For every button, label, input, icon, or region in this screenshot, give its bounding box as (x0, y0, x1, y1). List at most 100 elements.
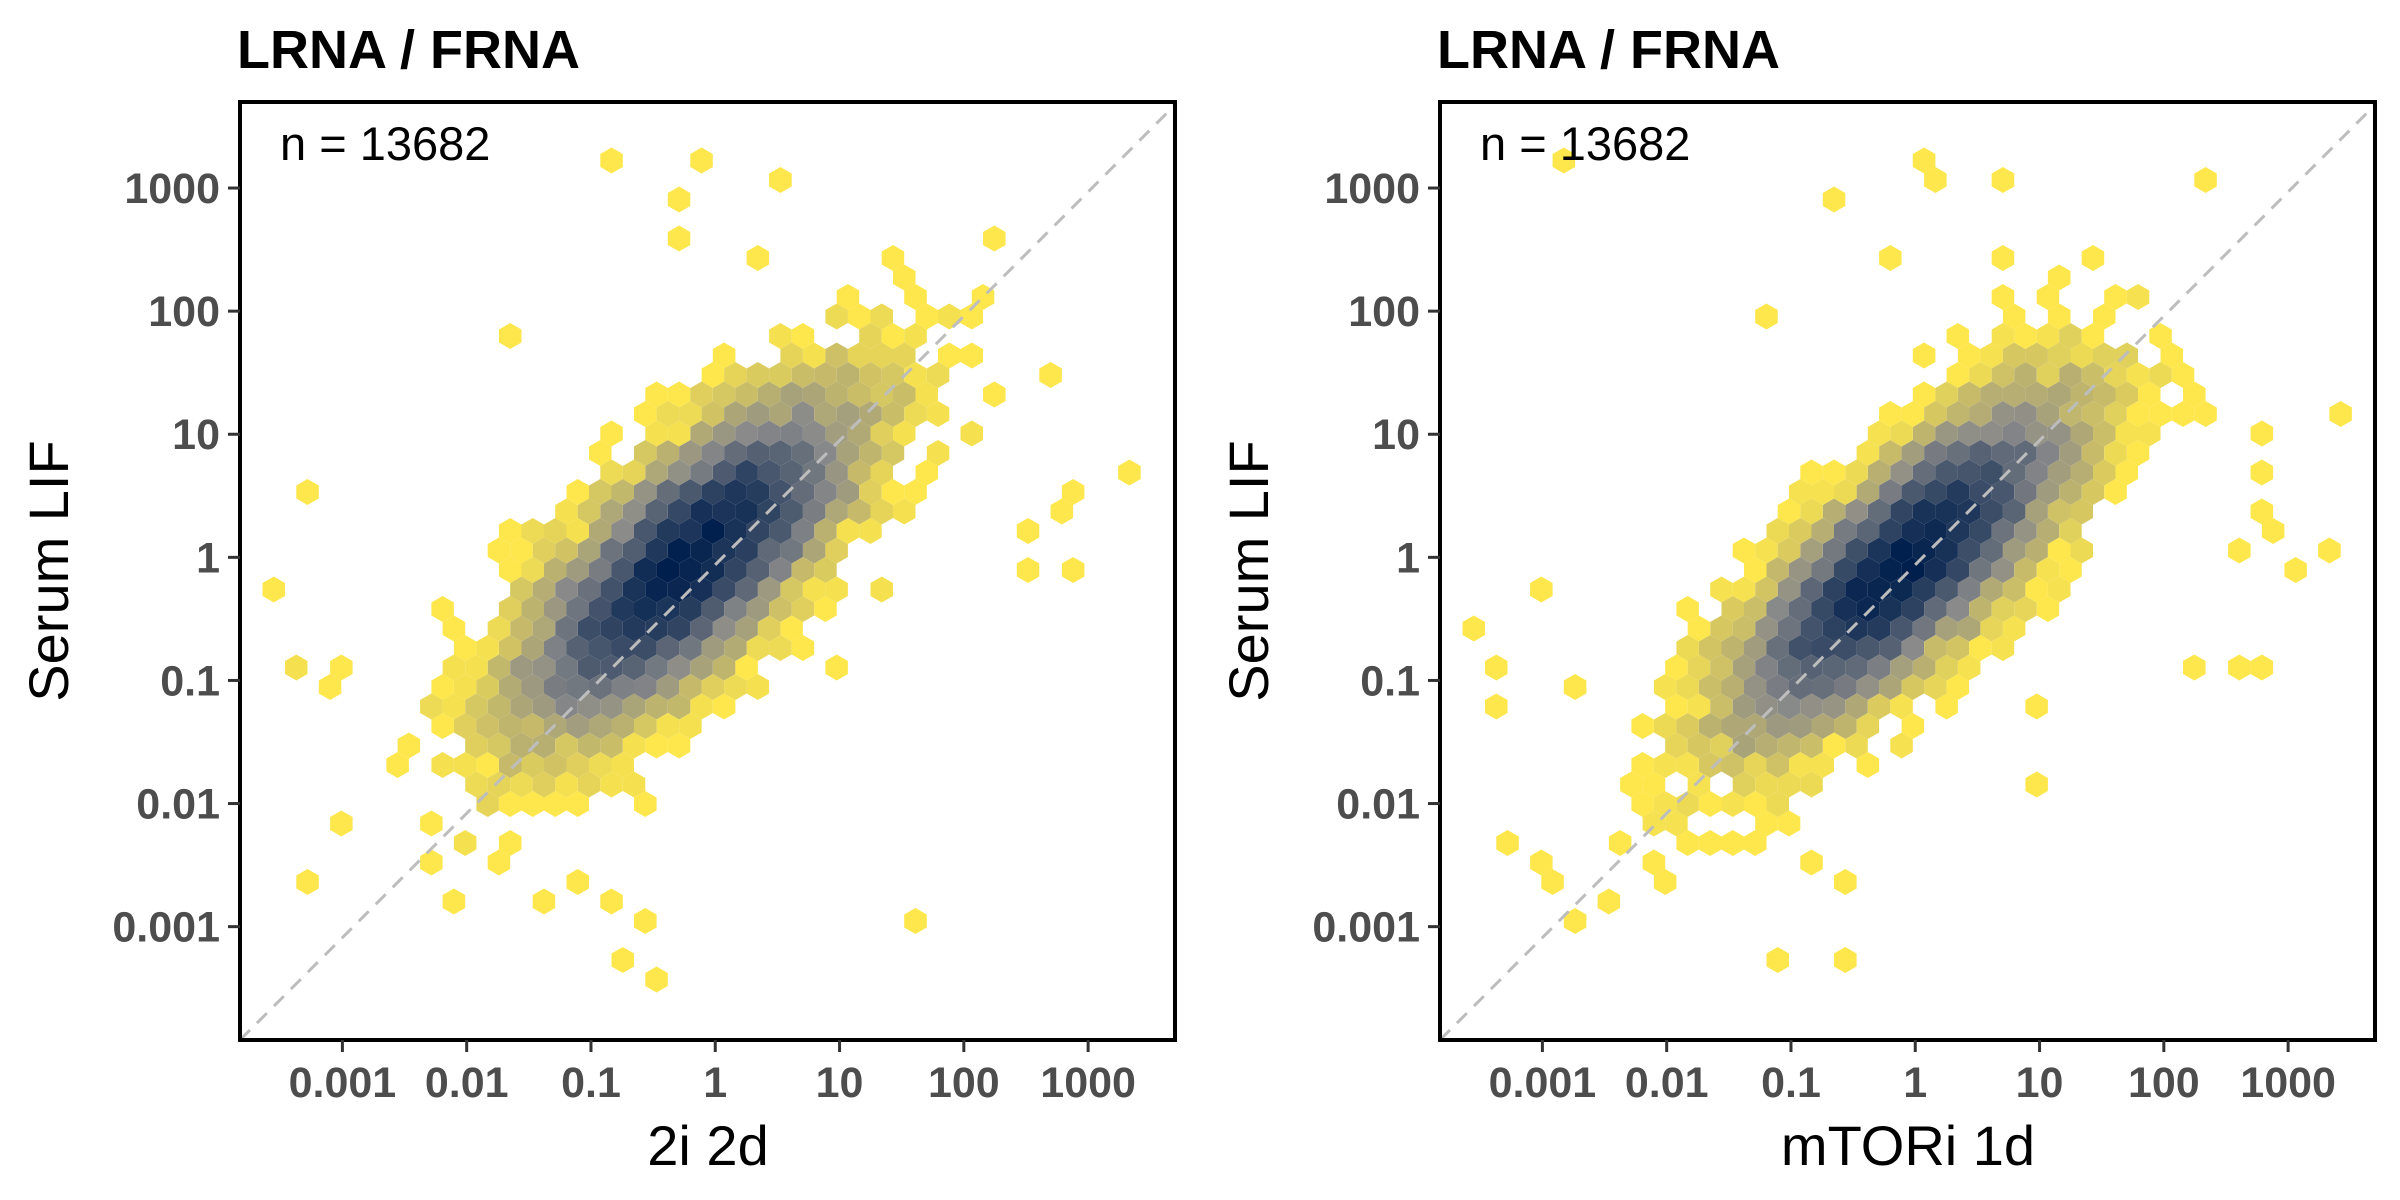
hex-bin (1698, 674, 1722, 700)
hex-bin (690, 615, 713, 642)
hex-bin (645, 693, 668, 720)
hex-bin (532, 771, 556, 798)
hex-bin (1924, 167, 1947, 193)
hex-bin (1822, 576, 1846, 603)
hex-bin (2104, 284, 2127, 310)
hex-bin (1924, 674, 1947, 700)
hex-bin (510, 654, 533, 681)
hex-bin (1631, 791, 1654, 817)
hex-bin (498, 596, 522, 622)
hex-bin (532, 888, 556, 915)
hex-bin (2036, 479, 2060, 505)
hex-bin (1710, 615, 1733, 642)
hex-bin (757, 459, 781, 486)
hex-bin (487, 615, 511, 642)
hex-bin (780, 381, 803, 408)
hex-bin (690, 693, 713, 720)
hex-bin (1845, 615, 1868, 642)
hex-bin (1957, 615, 1981, 642)
hex-bin (487, 693, 511, 720)
hex-bin (1811, 635, 1834, 661)
hex-bin (814, 596, 837, 622)
hex-bin (859, 362, 882, 388)
hex-bin (634, 791, 657, 817)
hex-bin (1856, 518, 1880, 544)
hex-bin (2036, 284, 2060, 310)
hex-bin (859, 518, 882, 544)
hex-bin (983, 225, 1006, 252)
x-tick-label: 0.1 (1761, 1059, 1821, 1107)
hex-bin (735, 498, 758, 525)
hex-bin (825, 576, 848, 603)
hex-bin (1946, 635, 1970, 661)
hex-bin (1800, 576, 1823, 603)
hex-bin (836, 479, 860, 505)
hex-bin (893, 381, 916, 408)
x-tick-label: 0.1 (561, 1059, 621, 1107)
hex-bin (386, 752, 409, 778)
hex-bin (1901, 713, 1925, 739)
hex-bin (1118, 459, 1141, 486)
hex-bin (712, 459, 736, 486)
hex-bin (2318, 537, 2341, 564)
hex-bin (802, 537, 826, 564)
hex-bin (667, 225, 691, 252)
hex-bin (1462, 615, 1485, 642)
hex-bin (1050, 498, 1074, 525)
hex-bin (600, 888, 623, 915)
hex-bin (544, 674, 567, 700)
hex-bin (2160, 342, 2183, 369)
hex-bin (442, 654, 466, 681)
hex-bin (2002, 303, 2026, 330)
hex-bin (600, 459, 623, 486)
hex-bin (2081, 479, 2105, 505)
hex-bin (476, 674, 499, 700)
hex-bin (1755, 615, 1778, 642)
hex-bin (780, 342, 803, 369)
hex-bin (600, 498, 623, 525)
hex-bin (656, 557, 680, 583)
hex-bin (521, 596, 544, 622)
hex-bin (2115, 459, 2138, 486)
hex-bin (577, 615, 601, 642)
hex-bin (2149, 323, 2172, 349)
hex-bin (1924, 557, 1947, 583)
hex-bin (1946, 362, 1970, 388)
hex-bin (735, 615, 758, 642)
hex-bin (1822, 498, 1846, 525)
hex-bin (2002, 615, 2026, 642)
hex-bin (1834, 596, 1857, 622)
hex-bin (656, 596, 680, 622)
hex-bin (780, 498, 803, 525)
hex-bin (1834, 674, 1857, 700)
hex-bin (1834, 557, 1857, 583)
hex-bin (735, 381, 758, 408)
hex-bin (330, 654, 353, 681)
hex-bin (442, 693, 466, 720)
hex-bin (667, 186, 691, 213)
hex-bin (2070, 342, 2093, 369)
hex-bin (915, 303, 938, 330)
hex-bin (825, 303, 848, 330)
hex-bin (1890, 615, 1913, 642)
hex-bin (2081, 362, 2105, 388)
hex-bin (2047, 498, 2071, 525)
x-tick-label: 100 (928, 1059, 1000, 1107)
hex-bin (532, 615, 556, 642)
hex-bin (1710, 576, 1733, 603)
hex-bin (1530, 849, 1553, 876)
hex-bin (521, 557, 544, 583)
y-tick-label: 1000 (1324, 165, 1420, 213)
hex-bin (2081, 401, 2105, 427)
hex-bin (1822, 693, 1846, 720)
hex-bin (1912, 654, 1936, 681)
hex-bin (2059, 440, 2082, 466)
hex-bin (634, 401, 657, 427)
hex-bin (1980, 498, 2003, 525)
hex-bin (847, 303, 871, 330)
hex-bin (1687, 693, 1711, 720)
hex-bin (453, 713, 477, 739)
hex-bin (1721, 830, 1744, 856)
hex-bin (825, 654, 848, 681)
panel-left-y-axis-title: Serum LIF (17, 440, 80, 701)
